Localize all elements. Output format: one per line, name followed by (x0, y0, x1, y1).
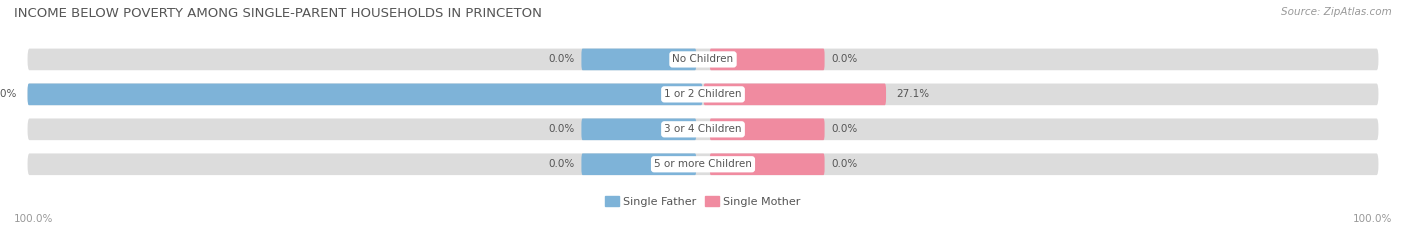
Text: 0.0%: 0.0% (548, 159, 575, 169)
FancyBboxPatch shape (28, 153, 1378, 175)
Text: No Children: No Children (672, 55, 734, 64)
FancyBboxPatch shape (28, 118, 1378, 140)
Text: 100.0%: 100.0% (14, 214, 53, 224)
FancyBboxPatch shape (582, 153, 696, 175)
Text: 0.0%: 0.0% (548, 55, 575, 64)
Text: 1 or 2 Children: 1 or 2 Children (664, 89, 742, 99)
FancyBboxPatch shape (582, 49, 696, 70)
Text: 3 or 4 Children: 3 or 4 Children (664, 124, 742, 134)
FancyBboxPatch shape (710, 153, 824, 175)
FancyBboxPatch shape (703, 83, 886, 105)
Text: 100.0%: 100.0% (1353, 214, 1392, 224)
Text: 27.1%: 27.1% (896, 89, 929, 99)
Text: 0.0%: 0.0% (831, 159, 858, 169)
FancyBboxPatch shape (28, 49, 1378, 70)
Text: 100.0%: 100.0% (0, 89, 17, 99)
FancyBboxPatch shape (28, 83, 703, 105)
Text: INCOME BELOW POVERTY AMONG SINGLE-PARENT HOUSEHOLDS IN PRINCETON: INCOME BELOW POVERTY AMONG SINGLE-PARENT… (14, 7, 541, 20)
Legend: Single Father, Single Mother: Single Father, Single Mother (606, 196, 800, 207)
FancyBboxPatch shape (710, 49, 824, 70)
FancyBboxPatch shape (582, 118, 696, 140)
Text: Source: ZipAtlas.com: Source: ZipAtlas.com (1281, 7, 1392, 17)
Text: 0.0%: 0.0% (831, 124, 858, 134)
Text: 5 or more Children: 5 or more Children (654, 159, 752, 169)
Text: 0.0%: 0.0% (831, 55, 858, 64)
Text: 0.0%: 0.0% (548, 124, 575, 134)
FancyBboxPatch shape (28, 83, 1378, 105)
FancyBboxPatch shape (710, 118, 824, 140)
